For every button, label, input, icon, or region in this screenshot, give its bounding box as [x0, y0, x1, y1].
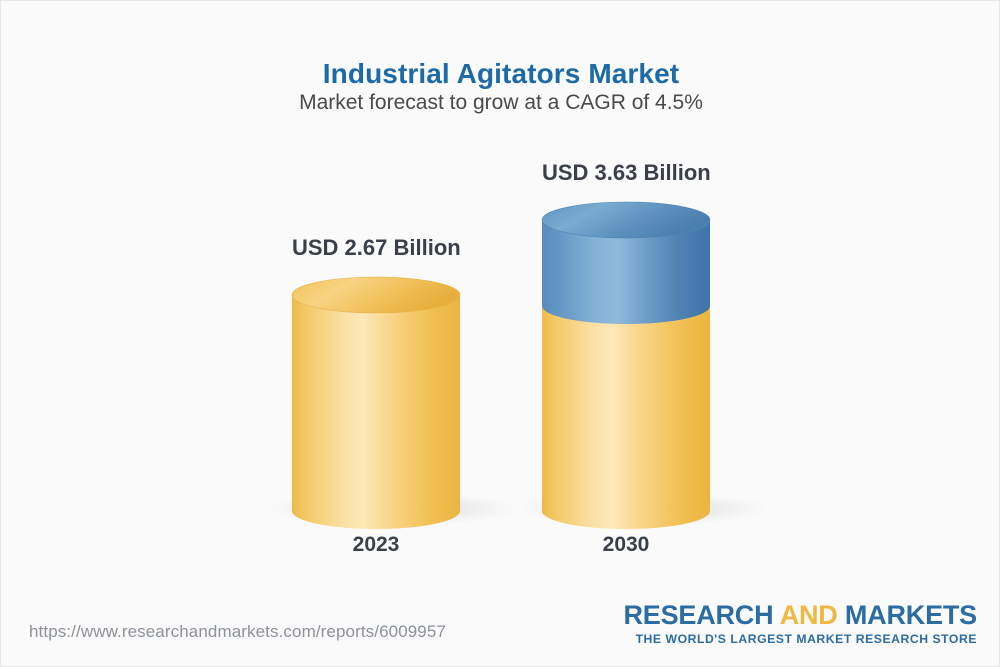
bar-2030[interactable] — [541, 201, 711, 529]
bar-2023[interactable] — [291, 276, 461, 529]
category-label-2023: 2023 — [352, 533, 400, 556]
bar-2023-top-cap — [291, 276, 461, 314]
brand-logo[interactable]: RESEARCH AND MARKETS THE WORLD'S LARGEST… — [617, 601, 977, 647]
category-label-2030: 2030 — [602, 533, 650, 556]
brand-logo-tagline: THE WORLD'S LARGEST MARKET RESEARCH STOR… — [635, 632, 977, 647]
value-label-2030: USD 3.63 Billion — [542, 160, 711, 185]
brand-logo-and: AND — [779, 600, 838, 630]
brand-logo-wordmark: RESEARCH AND MARKETS — [617, 601, 977, 629]
brand-logo-markets: MARKETS — [837, 600, 977, 630]
bar-2023-body — [292, 295, 460, 529]
value-label-2023: USD 2.67 Billion — [292, 235, 461, 260]
bar-2030-top-cap — [541, 201, 711, 239]
chart-subtitle: Market forecast to grow at a CAGR of 4.5… — [299, 91, 703, 114]
source-url[interactable]: https://www.researchandmarkets.com/repor… — [29, 622, 446, 641]
brand-logo-research: RESEARCH — [623, 600, 780, 630]
page-title: Industrial Agitators Market — [322, 57, 680, 89]
bar-2030-yellow-segment — [542, 306, 710, 529]
bar-2030-blue-segment — [542, 220, 710, 324]
